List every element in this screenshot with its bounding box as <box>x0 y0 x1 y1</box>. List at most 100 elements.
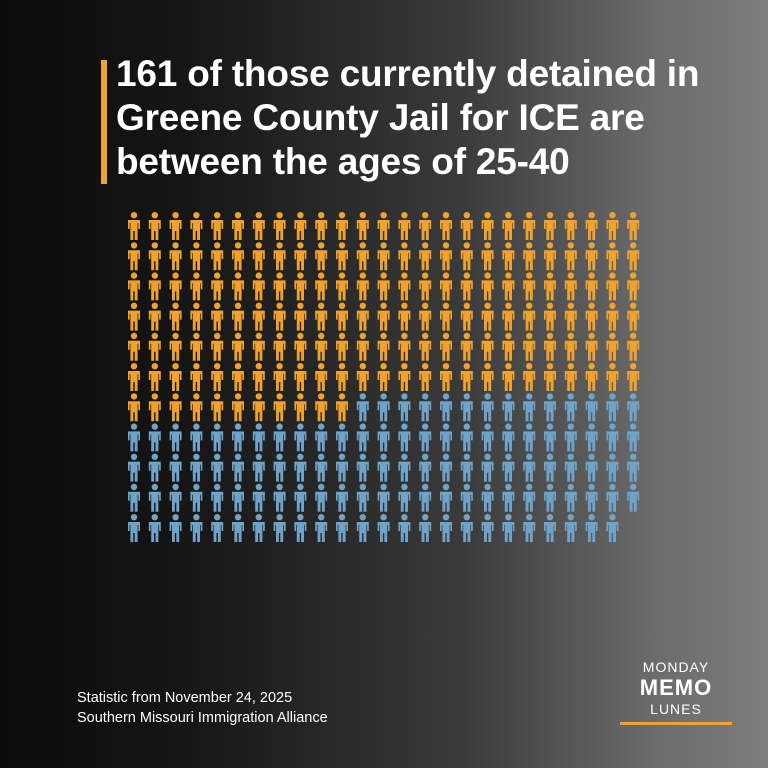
person-icon <box>169 302 182 331</box>
person-icon <box>377 453 390 482</box>
person-icon <box>273 302 286 331</box>
person-icon <box>419 272 432 301</box>
person-icon <box>232 363 244 391</box>
person-icon <box>523 514 536 542</box>
person-icon <box>377 393 390 422</box>
person-icon <box>419 332 432 361</box>
person-icon <box>252 423 265 452</box>
person-icon <box>481 272 494 301</box>
person-icon <box>481 212 494 240</box>
person-icon <box>564 514 577 542</box>
person-icon <box>523 453 536 482</box>
person-icon <box>606 302 619 331</box>
person-icon <box>377 483 390 512</box>
logo-underline <box>620 722 732 725</box>
person-icon <box>336 272 348 301</box>
person-icon <box>419 242 432 271</box>
person-icon <box>232 272 244 301</box>
person-icon <box>211 423 224 452</box>
person-icon <box>128 272 140 301</box>
person-icon <box>190 483 203 512</box>
person-icon <box>356 302 369 331</box>
person-icon <box>190 272 203 301</box>
person-icon <box>606 423 619 452</box>
headline-accent-bar <box>101 60 107 184</box>
monday-memo-logo: MONDAY MEMO LUNES <box>620 658 732 725</box>
person-icon <box>377 514 390 542</box>
person-icon <box>502 453 515 482</box>
person-icon <box>419 302 432 331</box>
person-icon <box>336 363 348 391</box>
person-icon <box>502 363 515 391</box>
person-icon <box>356 453 369 482</box>
person-icon <box>585 423 598 452</box>
person-icon <box>481 483 494 512</box>
person-icon <box>585 272 598 301</box>
person-icon <box>315 242 328 271</box>
person-icon <box>481 393 494 422</box>
person-icon <box>169 393 182 422</box>
person-icon <box>211 272 224 301</box>
person-icon <box>440 514 452 542</box>
person-icon <box>148 483 161 512</box>
person-icon <box>252 363 265 391</box>
person-icon <box>128 514 140 542</box>
person-icon <box>148 423 161 452</box>
person-icon <box>315 393 328 422</box>
person-icon <box>544 453 556 482</box>
person-icon <box>148 242 161 271</box>
person-icon <box>128 393 140 422</box>
person-icon <box>190 453 203 482</box>
person-icon <box>460 212 473 240</box>
person-icon <box>273 453 286 482</box>
person-icon <box>460 272 473 301</box>
person-icon <box>481 242 494 271</box>
person-icon <box>211 483 224 512</box>
person-icon <box>523 393 536 422</box>
person-icon <box>252 302 265 331</box>
person-icon <box>148 453 161 482</box>
person-icon <box>627 242 640 271</box>
person-icon <box>377 272 390 301</box>
person-icon <box>564 332 577 361</box>
person-icon <box>440 393 452 422</box>
person-icon <box>481 363 494 391</box>
headline: 161 of those currently detained in Green… <box>116 53 700 182</box>
person-icon <box>564 272 577 301</box>
person-icon <box>606 363 619 391</box>
person-icon <box>523 272 536 301</box>
person-icon <box>315 212 328 240</box>
person-icon <box>356 393 369 422</box>
person-icon <box>252 332 265 361</box>
person-icon <box>336 302 348 331</box>
person-icon <box>273 272 286 301</box>
person-icon <box>585 453 598 482</box>
person-icon <box>564 242 577 271</box>
person-icon <box>315 514 328 542</box>
person-icon <box>502 272 515 301</box>
source-org: Southern Missouri Immigration Alliance <box>77 710 328 726</box>
person-icon <box>315 363 328 391</box>
person-icon <box>585 242 598 271</box>
person-icon <box>460 332 473 361</box>
person-icon <box>523 302 536 331</box>
person-icon <box>148 514 161 542</box>
person-icon <box>398 423 411 452</box>
person-icon <box>440 272 452 301</box>
person-icon <box>585 332 598 361</box>
person-icon <box>419 212 432 240</box>
person-icon <box>190 514 203 542</box>
person-icon <box>252 242 265 271</box>
person-icon <box>564 363 577 391</box>
person-icon <box>481 514 494 542</box>
person-icon <box>627 453 640 482</box>
person-icon <box>481 453 494 482</box>
person-icon <box>128 363 140 391</box>
person-icon <box>460 423 473 452</box>
person-icon <box>273 332 286 361</box>
person-icon <box>336 514 348 542</box>
person-icon <box>273 514 286 542</box>
person-icon <box>481 332 494 361</box>
person-icon <box>627 302 640 331</box>
person-icon <box>398 453 411 482</box>
